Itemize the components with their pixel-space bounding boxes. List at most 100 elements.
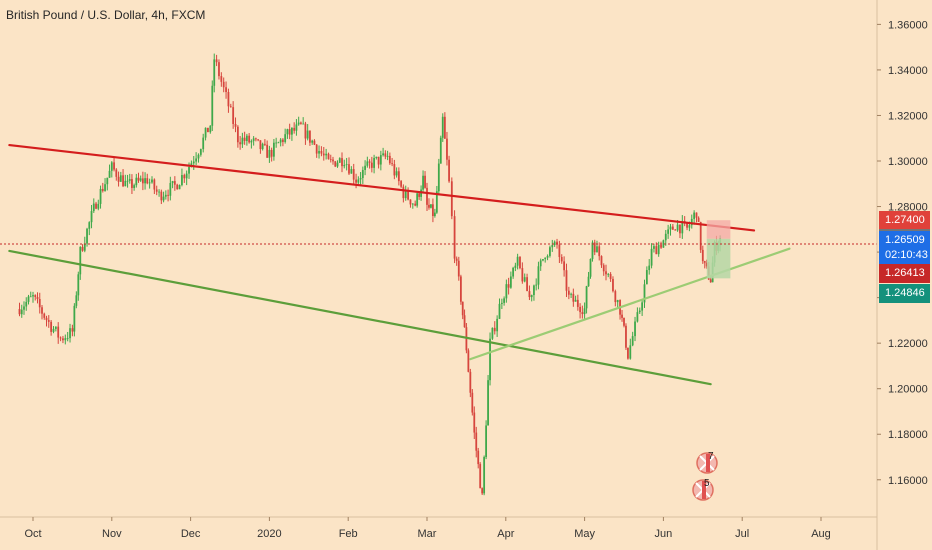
candle <box>384 150 387 160</box>
candle <box>110 161 113 178</box>
candle <box>643 279 646 308</box>
time-tick-label: 2020 <box>257 528 281 540</box>
price-tick-label: 1.28000 <box>888 202 928 214</box>
candle <box>241 132 244 148</box>
candle <box>519 256 521 270</box>
candle <box>375 156 378 160</box>
candle <box>703 260 706 269</box>
candle <box>441 113 444 142</box>
candle <box>368 159 371 169</box>
time-axis[interactable]: Oct Nov Dec 2020 Feb Mar Apr May Jun Jul Aug <box>24 517 831 540</box>
candle <box>34 294 37 301</box>
candle <box>92 198 95 213</box>
candle <box>204 127 207 141</box>
position-tool[interactable] <box>706 220 731 279</box>
time-tick-label: Jun <box>655 528 673 540</box>
candle <box>443 112 446 139</box>
candle <box>565 263 568 298</box>
candle <box>176 183 179 190</box>
candle <box>59 336 62 342</box>
candle <box>148 178 151 189</box>
candle <box>537 261 540 290</box>
candle <box>535 278 538 291</box>
candle <box>52 326 55 334</box>
candle <box>254 137 257 142</box>
candle <box>469 368 472 398</box>
drawings-layer[interactable] <box>8 143 791 386</box>
candle <box>122 169 124 188</box>
candle <box>514 262 517 272</box>
candle <box>507 277 510 295</box>
candle <box>433 208 436 218</box>
event-marker[interactable]: 5 <box>692 478 714 501</box>
candle <box>479 462 482 489</box>
candle <box>393 159 396 180</box>
candle <box>318 145 320 159</box>
time-tick-label: Oct <box>24 528 41 540</box>
candle <box>71 324 74 337</box>
candle <box>69 323 71 343</box>
candle <box>463 309 466 328</box>
candle <box>544 257 547 263</box>
candle <box>432 198 434 223</box>
candle <box>583 302 586 321</box>
candle <box>79 246 82 280</box>
candle <box>275 137 278 148</box>
candle <box>593 239 596 256</box>
candle <box>185 170 188 186</box>
candle <box>263 139 266 147</box>
candle <box>551 239 554 252</box>
candle <box>471 389 474 416</box>
price-tick-label: 1.18000 <box>888 429 928 441</box>
candle <box>266 140 269 158</box>
time-tick-label: Aug <box>811 528 831 540</box>
candle <box>291 127 293 141</box>
candle <box>126 174 129 188</box>
candle <box>338 157 341 164</box>
event-marker[interactable]: 7 <box>696 451 718 474</box>
candle <box>128 173 131 184</box>
candle <box>475 426 478 458</box>
rising-trendline[interactable] <box>469 247 791 361</box>
take-profit-zone[interactable] <box>706 238 731 279</box>
candle <box>526 273 528 292</box>
candle <box>487 375 489 426</box>
candle <box>379 150 382 171</box>
stop-loss-zone[interactable] <box>706 220 731 239</box>
candle <box>336 160 339 168</box>
candle <box>598 242 601 261</box>
candle <box>252 136 255 146</box>
candle <box>97 199 100 211</box>
resistance-trendline[interactable] <box>8 143 756 232</box>
candle <box>388 152 391 165</box>
candle <box>197 153 200 163</box>
candle <box>446 131 448 166</box>
candle <box>297 116 300 126</box>
candle <box>407 187 409 201</box>
candle <box>115 168 118 181</box>
candle <box>481 487 484 495</box>
candle <box>320 146 323 157</box>
candle <box>509 271 512 289</box>
candle <box>279 138 282 147</box>
candle <box>477 447 480 469</box>
candle <box>366 156 369 168</box>
candle <box>581 305 584 319</box>
candle <box>634 316 636 342</box>
candle <box>657 241 660 257</box>
candle <box>178 184 181 190</box>
event-markers[interactable]: 75 <box>692 451 718 501</box>
candle <box>461 301 464 320</box>
candle <box>41 305 43 320</box>
lower-channel-trendline[interactable] <box>8 249 712 386</box>
candle <box>570 292 572 298</box>
candle <box>199 148 202 157</box>
candle <box>192 155 195 170</box>
candle <box>137 172 140 183</box>
candle <box>167 189 169 202</box>
candle <box>222 77 225 93</box>
candle <box>270 147 273 162</box>
